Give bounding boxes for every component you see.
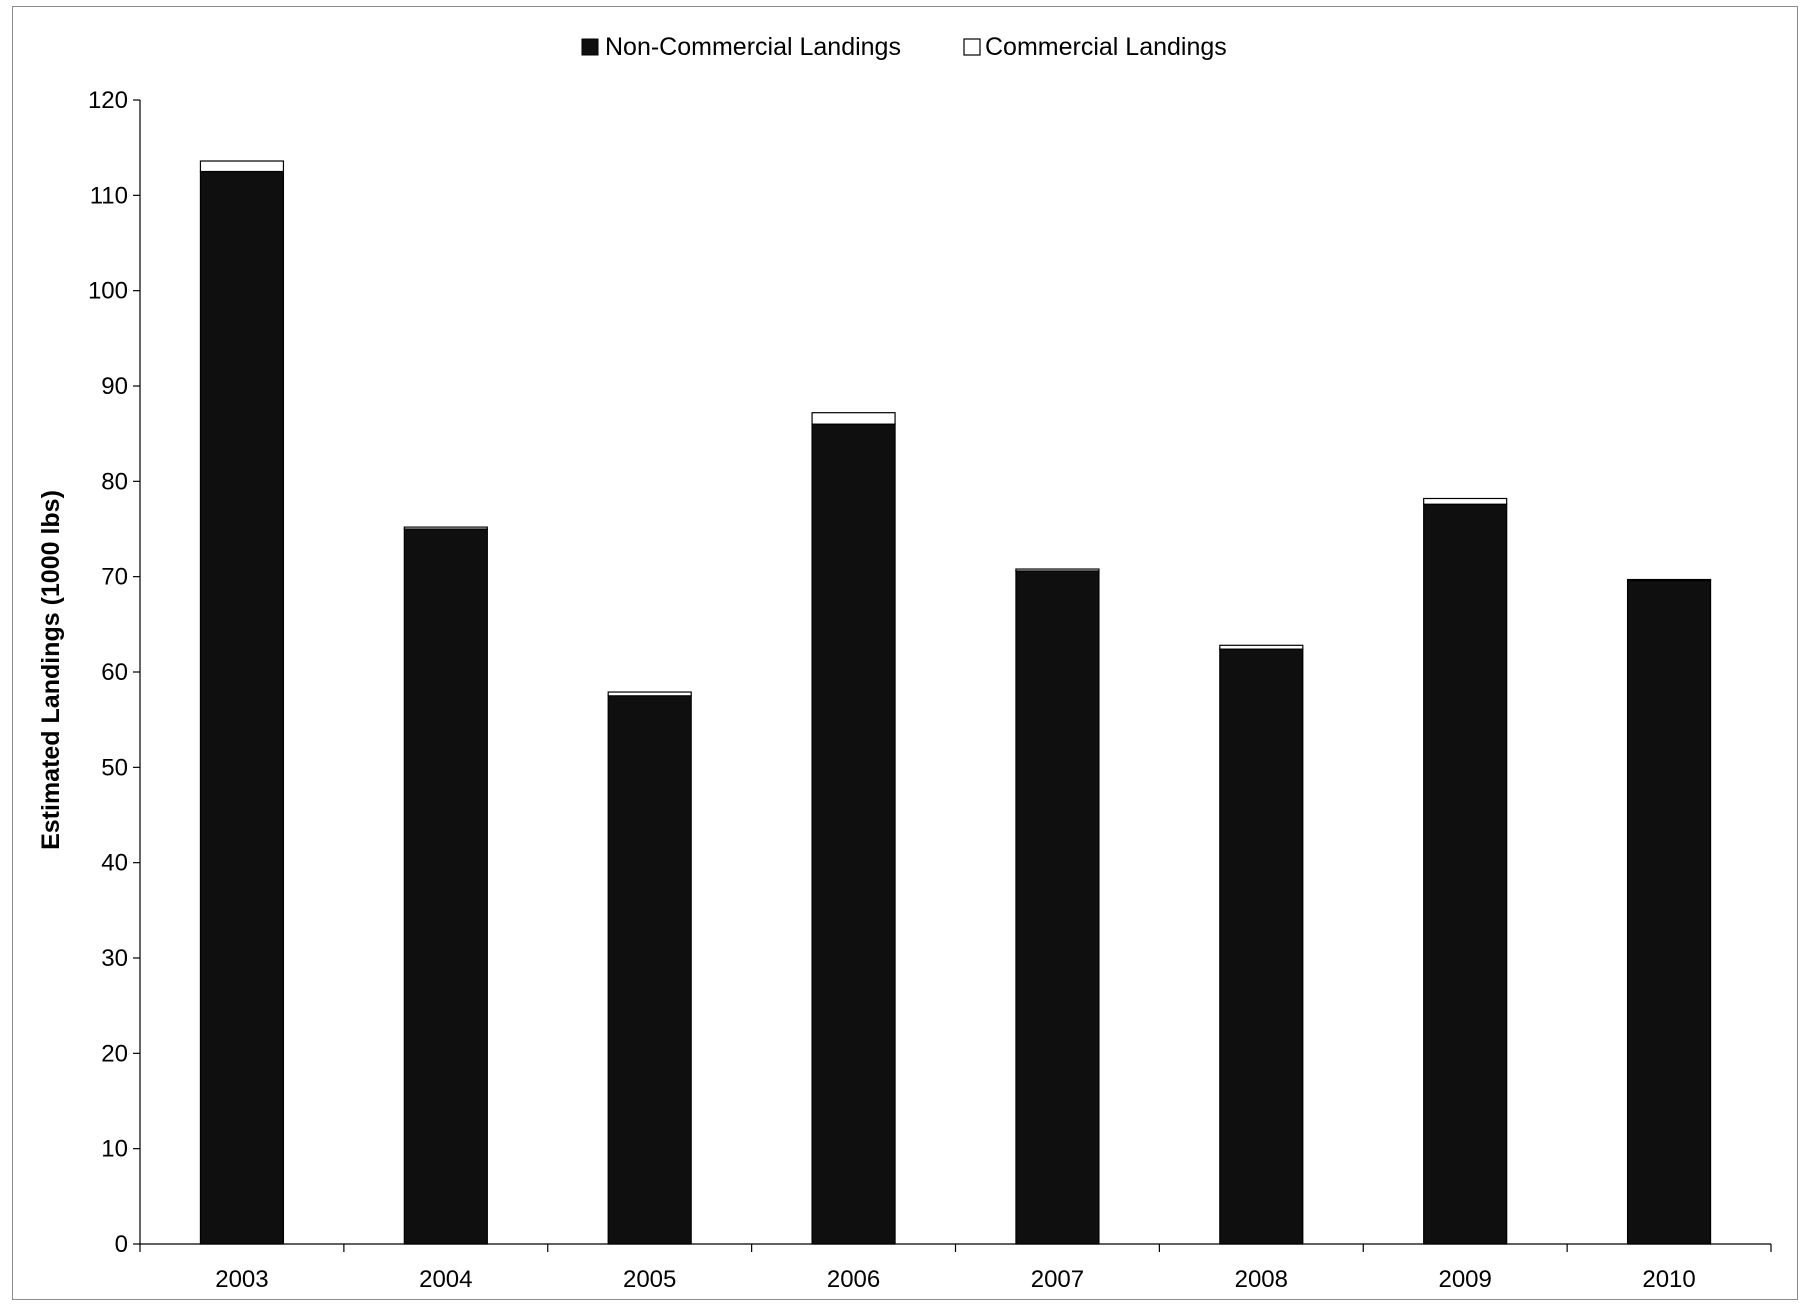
bar-commercial-2009 xyxy=(1423,497,1508,505)
y-tick-label: 100 xyxy=(88,278,128,305)
legend-label-commercial: Commercial Landings xyxy=(985,33,1227,61)
bar-non-commercial-2007 xyxy=(1015,570,1100,1245)
x-tick-label: 2010 xyxy=(1642,1266,1695,1293)
y-tick-label: 30 xyxy=(101,945,128,972)
y-tick-label: 80 xyxy=(101,468,128,495)
x-tick-label: 2008 xyxy=(1235,1266,1288,1293)
bar-commercial-2003 xyxy=(199,160,285,173)
bar-commercial-2008 xyxy=(1219,644,1304,650)
legend-swatch-non-commercial xyxy=(581,38,599,56)
bar-non-commercial-2009 xyxy=(1423,503,1508,1245)
y-axis-title: Estimated Landings (1000 lbs) xyxy=(37,490,65,850)
y-tick-label: 70 xyxy=(101,564,128,591)
x-tick-label: 2003 xyxy=(215,1266,268,1293)
y-tick-label: 120 xyxy=(88,87,128,114)
bars xyxy=(199,160,1712,1245)
bar-commercial-2006 xyxy=(811,412,896,425)
bar-non-commercial-2008 xyxy=(1219,648,1304,1245)
y-tick-label: 110 xyxy=(90,182,128,209)
bar-non-commercial-2006 xyxy=(811,423,896,1245)
y-axis: 0 10 20 30 40 50 60 70 80 90 100 110 120 xyxy=(88,87,141,1258)
x-tick-label: 2009 xyxy=(1438,1266,1491,1293)
y-tick-label: 90 xyxy=(101,373,128,400)
bar-non-commercial-2010 xyxy=(1626,579,1712,1245)
x-axis: 2003 2004 2005 2006 2007 2008 2009 2010 xyxy=(139,1243,1772,1293)
legend-label-non-commercial: Non-Commercial Landings xyxy=(605,33,901,61)
y-tick-label: 40 xyxy=(101,850,128,877)
legend-swatch-commercial xyxy=(963,38,981,56)
bar-non-commercial-2004 xyxy=(403,528,488,1245)
x-tick-label: 2004 xyxy=(419,1266,472,1293)
bar-commercial-2007 xyxy=(1015,568,1100,572)
bar-non-commercial-2003 xyxy=(199,170,285,1245)
y-tick-label: 50 xyxy=(101,754,128,781)
y-tick-label: 10 xyxy=(101,1136,128,1163)
bar-commercial-2004 xyxy=(403,526,488,530)
y-tick-label: 60 xyxy=(101,659,128,686)
y-tick-label: 20 xyxy=(101,1040,128,1067)
bar-non-commercial-2005 xyxy=(607,695,692,1245)
bar-commercial-2005 xyxy=(607,691,692,697)
chart-frame: Non-Commercial Landings Commercial Landi… xyxy=(12,6,1798,1300)
x-tick-label: 2007 xyxy=(1031,1266,1084,1293)
legend: Non-Commercial Landings Commercial Landi… xyxy=(581,33,1227,61)
y-tick-label: 0 xyxy=(115,1231,128,1258)
bar-commercial-2010 xyxy=(1626,578,1712,582)
x-tick-label: 2005 xyxy=(623,1266,676,1293)
stacked-bar-chart: Non-Commercial Landings Commercial Landi… xyxy=(37,33,1772,1293)
x-tick-label: 2006 xyxy=(827,1266,880,1293)
